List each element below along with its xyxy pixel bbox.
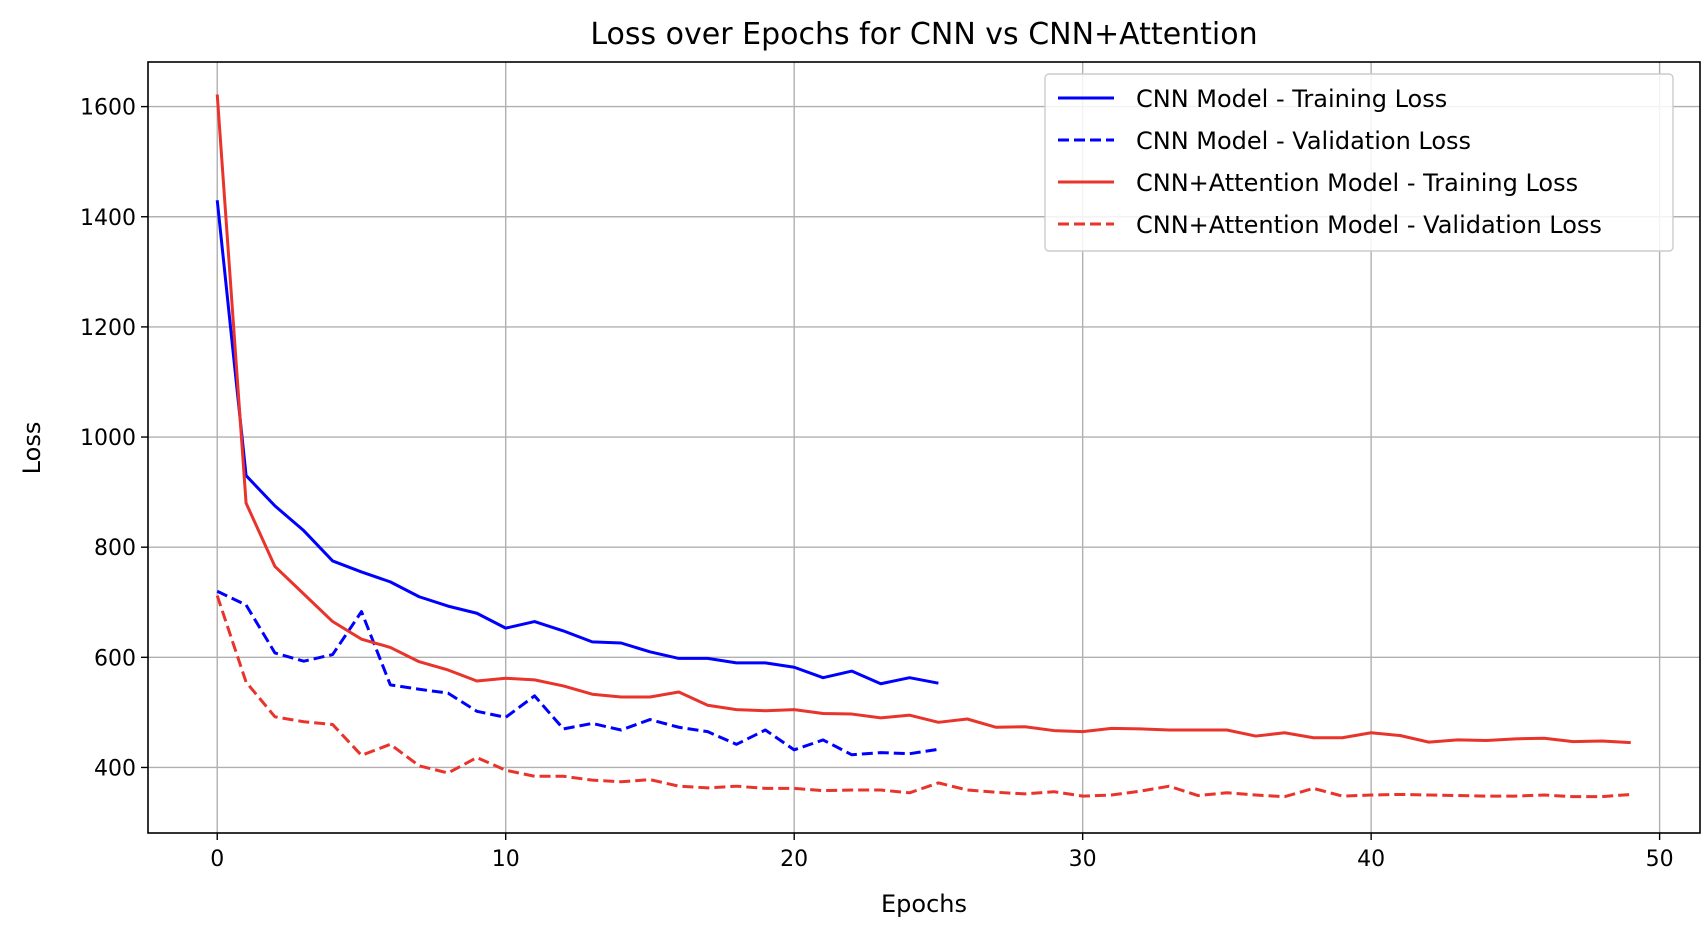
legend-label-1: CNN Model - Training Loss — [1136, 85, 1447, 113]
series-line-4 — [215, 595, 1631, 799]
x-tick-label: 0 — [210, 847, 224, 872]
x-tick-label: 10 — [492, 847, 520, 872]
y-tick-label: 600 — [94, 646, 136, 671]
y-tick-label: 1400 — [80, 206, 136, 231]
y-tick-label: 1000 — [80, 426, 136, 451]
legend-label-4: CNN+Attention Model - Validation Loss — [1136, 211, 1602, 239]
series-line-2 — [216, 589, 939, 757]
y-tick-label: 1200 — [80, 316, 136, 341]
axis-ticks: 0 10 20 30 40 50 400 600 800 1000 1200 1400 1600 — [80, 96, 1674, 872]
x-tick-label: 50 — [1646, 847, 1674, 872]
chart-title: Loss over Epochs for CNN vs CNN+Attentio… — [590, 17, 1257, 52]
legend-label-2: CNN Model - Validation Loss — [1136, 127, 1471, 155]
series-line-3 — [215, 94, 1631, 745]
y-tick-label: 400 — [94, 756, 136, 781]
series-line-1 — [215, 200, 939, 686]
legend: CNN Model - Training Loss CNN Model - Val… — [1044, 73, 1674, 252]
series-lines — [215, 94, 1631, 799]
y-tick-label: 800 — [94, 536, 136, 561]
x-axis-label: Epochs — [881, 890, 967, 918]
y-axis-label: Loss — [18, 422, 46, 475]
x-tick-label: 30 — [1069, 847, 1097, 872]
plot-frame — [147, 61, 1701, 834]
legend-box — [1044, 73, 1674, 252]
x-tick-label: 40 — [1357, 847, 1385, 872]
y-tick-label: 1600 — [80, 96, 136, 121]
x-tick-label: 20 — [780, 847, 808, 872]
legend-label-3: CNN+Attention Model - Training Loss — [1136, 169, 1578, 197]
